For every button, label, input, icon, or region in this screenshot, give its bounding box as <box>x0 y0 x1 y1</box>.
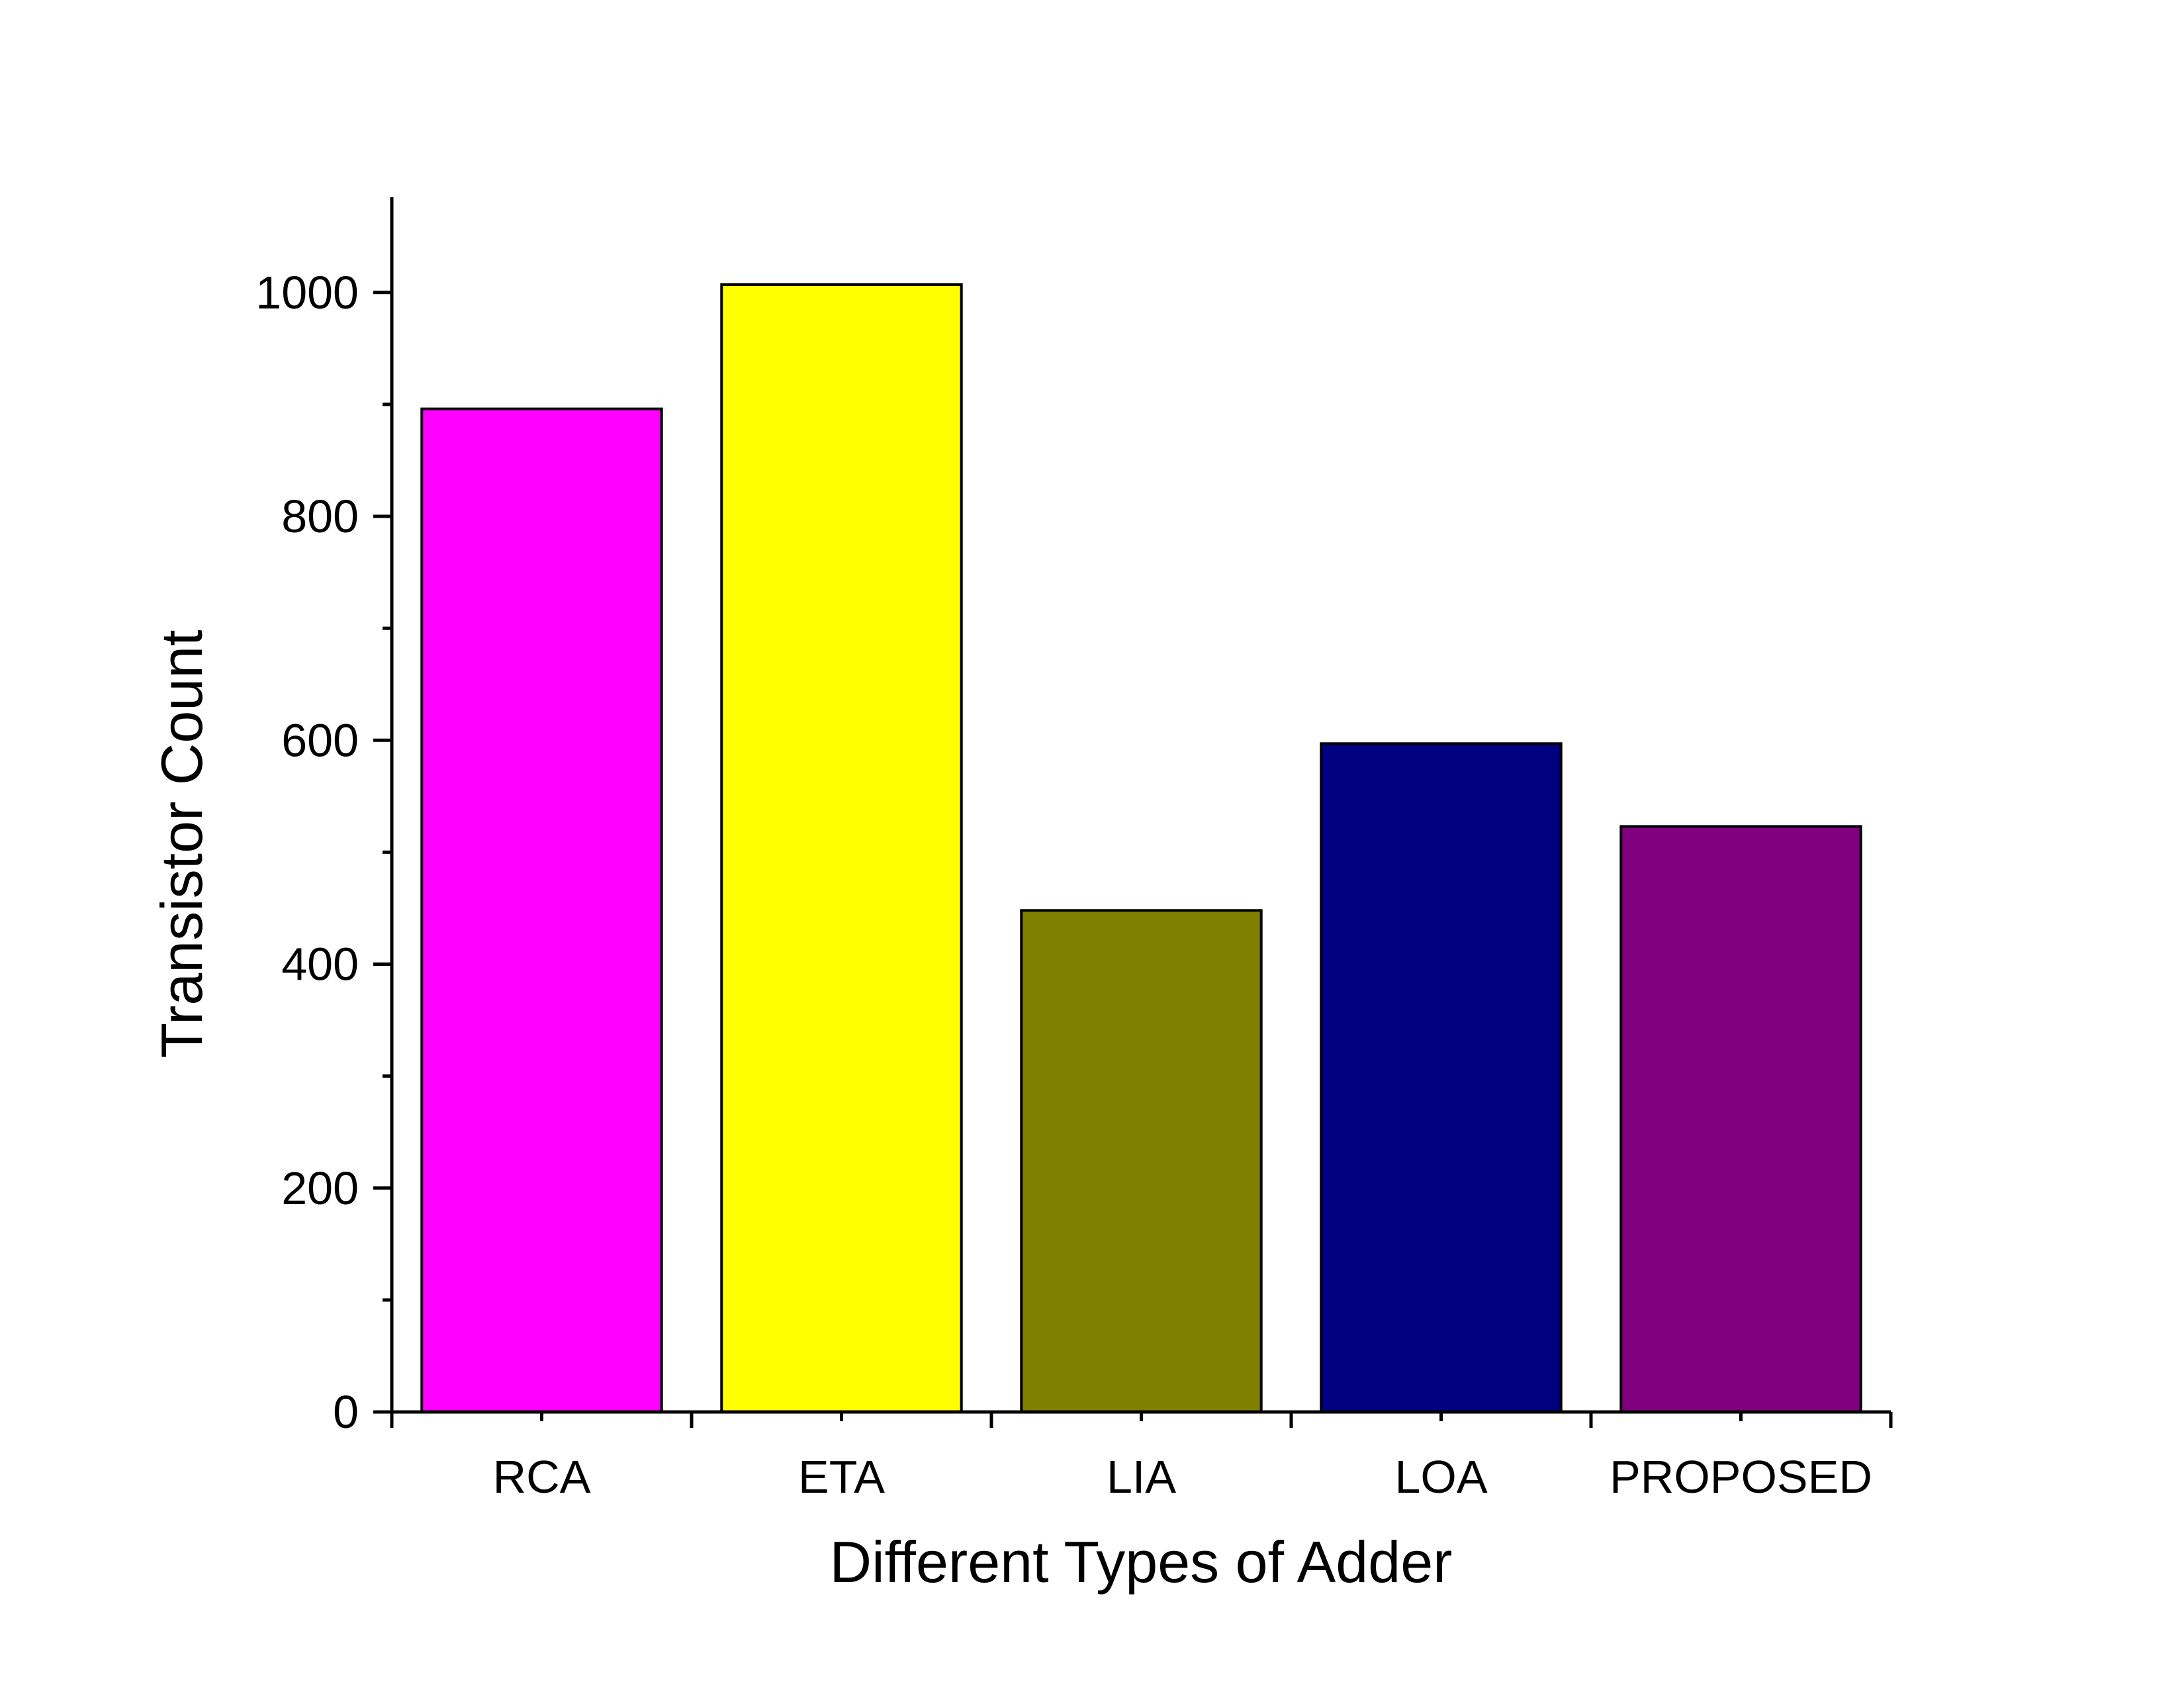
bars-group <box>420 283 1862 1414</box>
y-tick-label: 600 <box>281 714 359 766</box>
x-tick-label-eta: ETA <box>798 1451 885 1503</box>
bar-lia <box>1020 909 1263 1414</box>
x-tick-label-lia: LIA <box>1107 1451 1176 1503</box>
bar-rca <box>420 407 663 1413</box>
y-tick-label: 800 <box>281 491 359 542</box>
x-tick-label-loa: LOA <box>1394 1451 1487 1503</box>
bar-proposed <box>1619 825 1862 1413</box>
y-tick-label: 200 <box>281 1162 359 1214</box>
y-axis-title: Transistor Count <box>149 630 214 1058</box>
y-tick-label: 400 <box>281 939 359 990</box>
y-ticks-group: 0 200 400 600 800 1000 <box>255 267 392 1438</box>
x-axis-title: Different Types of Adder <box>830 1529 1453 1595</box>
y-tick-label: 0 <box>333 1386 359 1438</box>
x-tick-label-proposed: PROPOSED <box>1610 1451 1872 1503</box>
x-ticks-group: RCA ETA LIA LOA PROPOSED <box>390 1412 1893 1503</box>
y-tick-label: 1000 <box>255 267 359 318</box>
bar-eta <box>720 283 963 1414</box>
bar-loa <box>1320 742 1563 1413</box>
x-tick-label-rca: RCA <box>493 1451 591 1503</box>
